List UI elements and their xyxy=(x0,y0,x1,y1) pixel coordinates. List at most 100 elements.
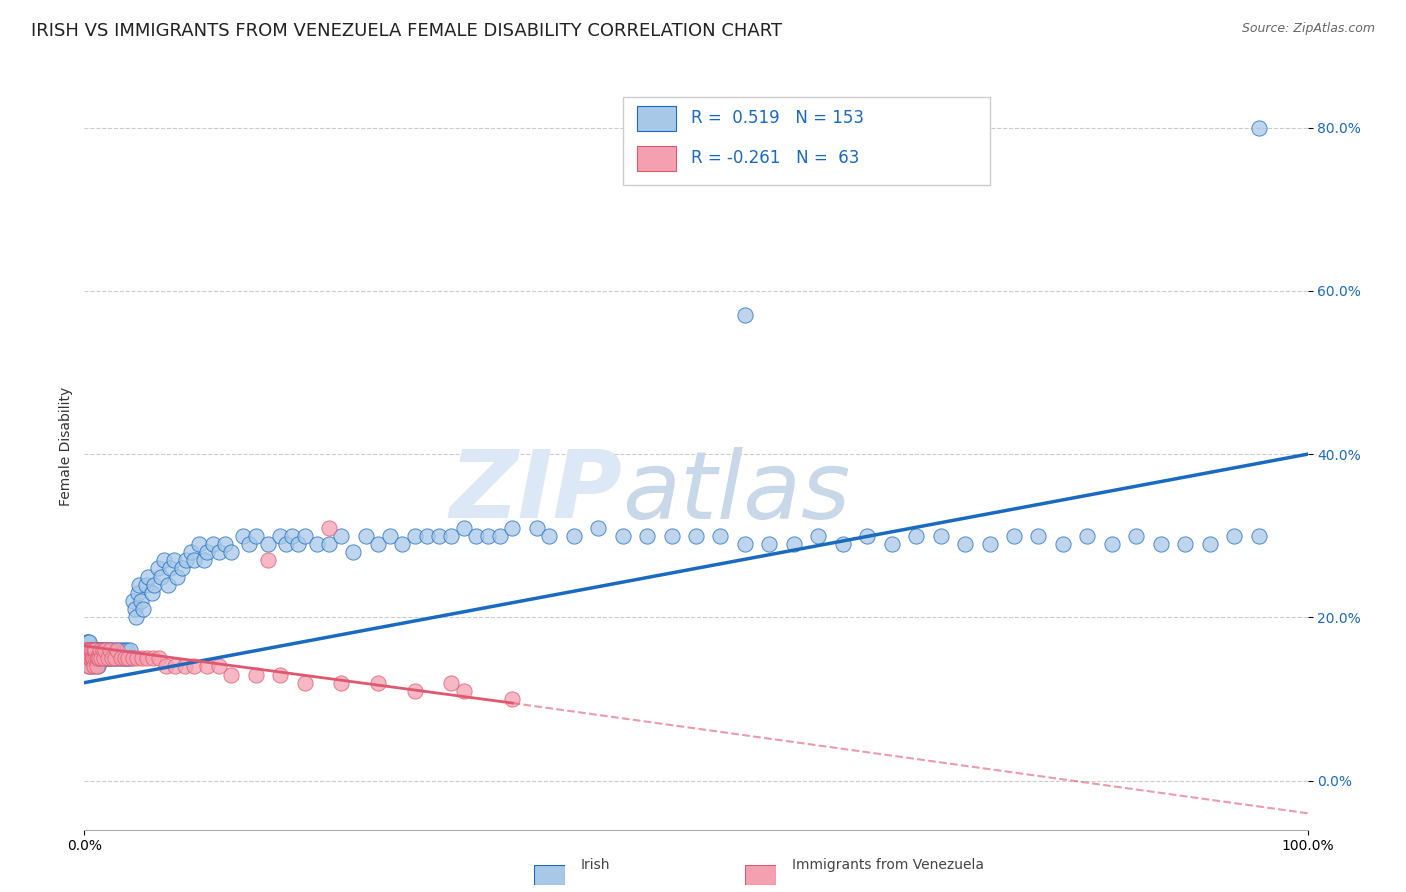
Point xyxy=(80,643,103,657)
Point xyxy=(82,651,104,665)
Point xyxy=(440,529,463,543)
Point xyxy=(562,529,585,543)
Point xyxy=(146,561,169,575)
Point xyxy=(98,643,121,657)
Point xyxy=(636,529,658,543)
FancyBboxPatch shape xyxy=(637,146,676,170)
Point xyxy=(155,659,177,673)
Point xyxy=(94,643,117,657)
Point xyxy=(90,643,112,657)
Point xyxy=(281,529,304,543)
Point xyxy=(526,520,548,534)
Point xyxy=(354,529,377,543)
Point xyxy=(538,529,561,543)
Point xyxy=(79,651,101,665)
Point xyxy=(856,529,879,543)
Point xyxy=(77,651,100,665)
Text: atlas: atlas xyxy=(623,447,851,538)
Point xyxy=(183,659,205,673)
Point xyxy=(84,643,107,657)
Point xyxy=(89,643,111,657)
Point xyxy=(141,586,163,600)
Point xyxy=(84,643,107,657)
Point xyxy=(183,553,205,567)
Point xyxy=(132,602,155,616)
Point xyxy=(758,537,780,551)
Point xyxy=(98,643,121,657)
Point xyxy=(391,537,413,551)
Text: ZIP: ZIP xyxy=(450,446,623,538)
Point xyxy=(110,651,132,665)
Point xyxy=(76,643,98,657)
Point xyxy=(257,537,280,551)
Point xyxy=(112,651,135,665)
Point xyxy=(77,643,100,657)
Point xyxy=(75,643,97,657)
Point xyxy=(734,309,756,323)
Point xyxy=(245,667,267,681)
Point xyxy=(93,651,115,665)
Point xyxy=(214,537,236,551)
Point xyxy=(97,651,120,665)
Point xyxy=(142,651,165,665)
Point xyxy=(77,651,100,665)
Point xyxy=(219,667,242,681)
Point xyxy=(107,651,129,665)
Point xyxy=(238,537,260,551)
Point xyxy=(195,659,218,673)
Point xyxy=(75,651,97,665)
Point xyxy=(276,537,298,551)
Point xyxy=(380,529,402,543)
Point xyxy=(135,651,157,665)
Point xyxy=(136,569,159,583)
Point xyxy=(342,545,364,559)
Point xyxy=(150,569,173,583)
Point xyxy=(91,643,114,657)
Point xyxy=(404,683,426,698)
Point xyxy=(586,520,609,534)
Point xyxy=(330,529,353,543)
Point xyxy=(612,529,634,543)
Point xyxy=(101,643,124,657)
Point xyxy=(120,651,142,665)
Point xyxy=(105,643,128,657)
Point xyxy=(257,553,280,567)
Point xyxy=(83,643,105,657)
Point xyxy=(783,537,806,551)
Text: Immigrants from Venezuela: Immigrants from Venezuela xyxy=(792,858,984,872)
Point xyxy=(318,537,340,551)
Point xyxy=(208,545,231,559)
Point xyxy=(86,651,108,665)
Point xyxy=(77,643,100,657)
FancyBboxPatch shape xyxy=(623,97,990,186)
Point xyxy=(86,651,108,665)
Point xyxy=(83,659,105,673)
Point xyxy=(477,529,499,543)
Point xyxy=(129,594,152,608)
Point xyxy=(1247,120,1270,135)
Point xyxy=(416,529,439,543)
Point xyxy=(193,553,215,567)
Point xyxy=(330,675,353,690)
Point xyxy=(77,651,100,665)
Point xyxy=(685,529,707,543)
Point xyxy=(709,529,731,543)
Point xyxy=(163,659,186,673)
Point xyxy=(80,651,103,665)
Point xyxy=(1150,537,1173,551)
Text: R =  0.519   N = 153: R = 0.519 N = 153 xyxy=(692,110,865,128)
Point xyxy=(440,675,463,690)
Point xyxy=(502,692,524,706)
Point xyxy=(87,651,110,665)
Point xyxy=(93,643,115,657)
Point xyxy=(103,651,125,665)
Point xyxy=(76,635,98,649)
Point xyxy=(294,675,316,690)
Point xyxy=(269,667,291,681)
Point xyxy=(97,643,120,657)
Point xyxy=(87,651,110,665)
Point xyxy=(117,651,139,665)
Point xyxy=(86,643,108,657)
Point xyxy=(76,643,98,657)
Point xyxy=(79,643,101,657)
